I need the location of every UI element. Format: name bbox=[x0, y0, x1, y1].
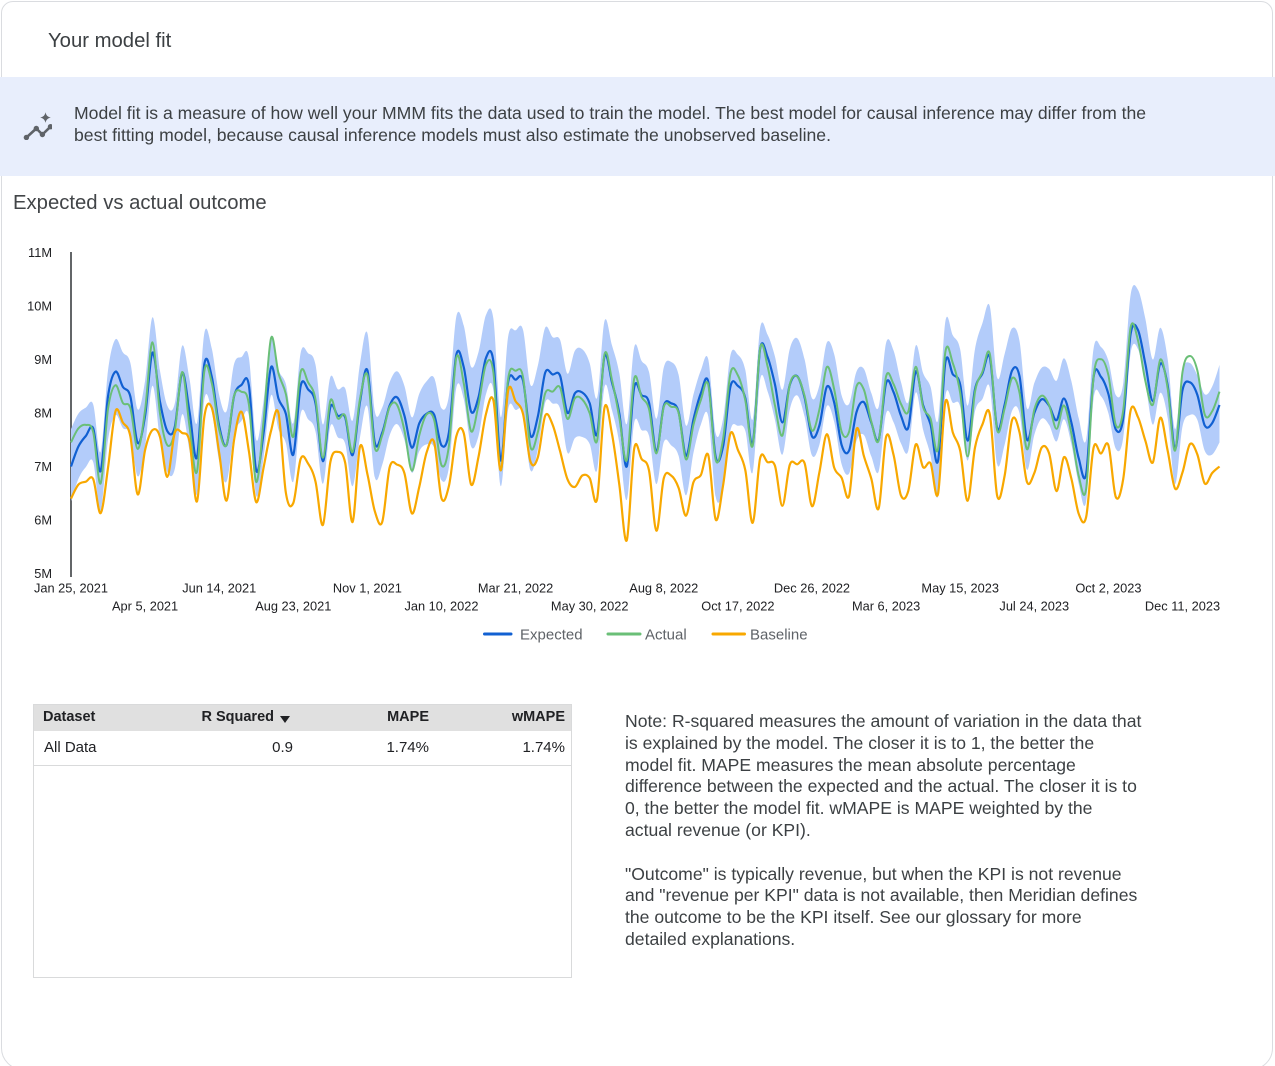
svg-text:Oct 17, 2022: Oct 17, 2022 bbox=[701, 599, 774, 614]
svg-text:Mar 21, 2022: Mar 21, 2022 bbox=[478, 581, 553, 596]
svg-text:Jul 24, 2023: Jul 24, 2023 bbox=[999, 599, 1069, 614]
svg-text:Apr 5, 2021: Apr 5, 2021 bbox=[112, 599, 178, 614]
svg-text:5M: 5M bbox=[34, 566, 52, 581]
svg-text:Actual: Actual bbox=[645, 627, 687, 644]
svg-text:Expected: Expected bbox=[520, 627, 583, 644]
svg-text:6M: 6M bbox=[34, 513, 52, 528]
svg-text:May 30, 2022: May 30, 2022 bbox=[551, 599, 629, 614]
svg-text:Dec 11, 2023: Dec 11, 2023 bbox=[1145, 599, 1220, 614]
svg-text:Baseline: Baseline bbox=[750, 627, 808, 644]
svg-text:Jan 10, 2022: Jan 10, 2022 bbox=[404, 599, 478, 614]
svg-text:Oct 2, 2023: Oct 2, 2023 bbox=[1075, 581, 1141, 596]
svg-text:Dec 26, 2022: Dec 26, 2022 bbox=[774, 581, 850, 596]
svg-text:11M: 11M bbox=[28, 245, 52, 260]
svg-text:9M: 9M bbox=[34, 352, 52, 367]
svg-text:Jan 25, 2021: Jan 25, 2021 bbox=[34, 581, 108, 596]
svg-text:Nov 1, 2021: Nov 1, 2021 bbox=[333, 581, 402, 596]
svg-text:Jun 14, 2021: Jun 14, 2021 bbox=[182, 581, 256, 596]
svg-text:Aug 8, 2022: Aug 8, 2022 bbox=[629, 581, 698, 596]
svg-text:8M: 8M bbox=[34, 406, 52, 421]
svg-text:10M: 10M bbox=[27, 299, 52, 314]
svg-text:7M: 7M bbox=[34, 459, 52, 474]
svg-text:May 15, 2023: May 15, 2023 bbox=[921, 581, 999, 596]
svg-text:Aug 23, 2021: Aug 23, 2021 bbox=[255, 599, 331, 614]
svg-text:Mar 6, 2023: Mar 6, 2023 bbox=[852, 599, 920, 614]
